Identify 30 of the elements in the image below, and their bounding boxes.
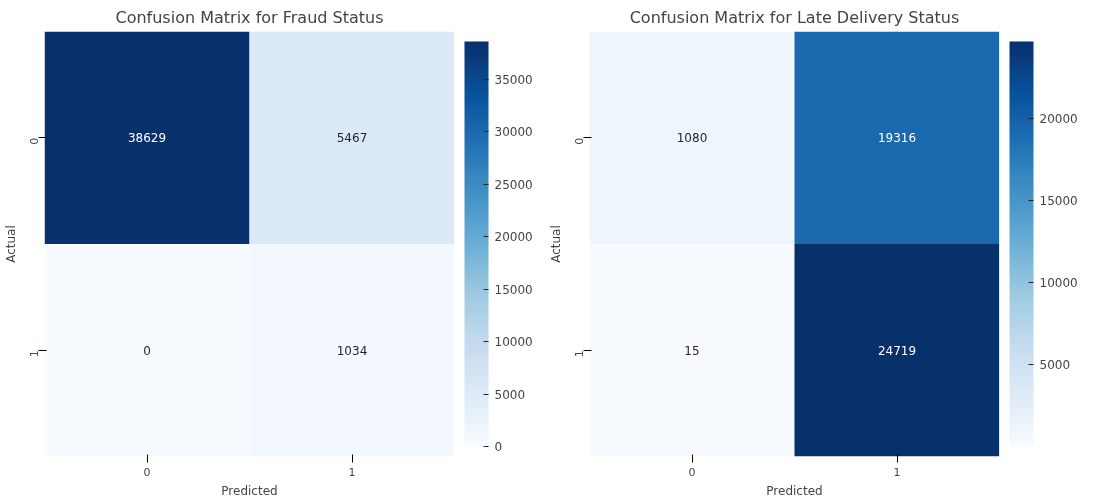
data-label: 1080	[676, 131, 708, 146]
x-tick-label: 1	[348, 465, 356, 479]
color-bar-label: 0	[494, 440, 503, 454]
data-label: 1034	[336, 343, 368, 358]
color-bar-label: 30000	[494, 125, 533, 140]
data-label: 24719	[877, 343, 917, 358]
color-bar-label: 35000	[494, 73, 533, 88]
x-tick-label: 1	[893, 465, 901, 479]
x-tick-label: 0	[688, 465, 696, 479]
color-bar-label: 20000	[494, 230, 533, 245]
x-tick-label: 0	[143, 465, 151, 479]
color-bar-label: 15000	[1039, 194, 1078, 209]
data-label: 0	[143, 343, 151, 358]
data-label: 19316	[877, 131, 917, 146]
y-axis-title: Actual	[3, 225, 18, 263]
color-bar-label: 25000	[494, 177, 533, 192]
chart-title: Confusion Matrix for Late Delivery Status	[629, 7, 960, 27]
color-bar-label: 10000	[494, 335, 533, 350]
y-axis-title: Actual	[548, 225, 563, 263]
color-bar-label: 5000	[1039, 358, 1071, 373]
color-bar-label: 15000	[494, 282, 533, 297]
x-axis-title: Predicted	[221, 483, 278, 498]
color-bar-label: 5000	[494, 387, 526, 402]
color-bar-label: 10000	[1039, 276, 1078, 291]
x-axis-title: Predicted	[766, 483, 823, 498]
color-bar-label: 20000	[1039, 112, 1078, 127]
data-label: 38629	[127, 131, 167, 146]
data-label: 15	[684, 343, 700, 358]
chart-title: Confusion Matrix for Fraud Status	[115, 7, 384, 27]
data-label: 5467	[336, 131, 368, 146]
